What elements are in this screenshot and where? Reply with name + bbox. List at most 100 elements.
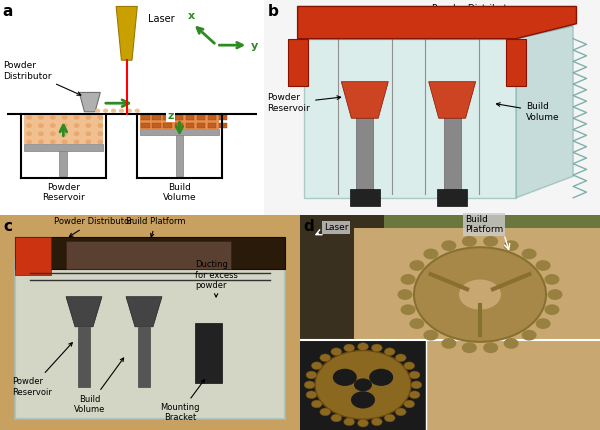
Circle shape xyxy=(442,338,457,349)
Text: a: a xyxy=(2,4,13,19)
Circle shape xyxy=(544,304,559,315)
Circle shape xyxy=(411,381,422,389)
Circle shape xyxy=(354,378,372,391)
Bar xyxy=(185,115,194,120)
Text: Ducting
for excess
powder: Ducting for excess powder xyxy=(195,260,238,297)
Circle shape xyxy=(74,132,79,136)
Circle shape xyxy=(26,123,32,128)
Bar xyxy=(152,123,161,128)
Circle shape xyxy=(306,391,317,399)
Circle shape xyxy=(401,304,416,315)
Circle shape xyxy=(111,109,116,113)
Circle shape xyxy=(548,289,563,300)
Circle shape xyxy=(462,236,477,247)
Circle shape xyxy=(331,414,341,422)
Circle shape xyxy=(369,369,393,386)
Text: x: x xyxy=(187,11,194,22)
Polygon shape xyxy=(24,114,103,144)
Text: Powder
Reservoir: Powder Reservoir xyxy=(12,343,72,397)
Circle shape xyxy=(409,260,424,271)
Polygon shape xyxy=(140,129,219,135)
Circle shape xyxy=(134,109,140,113)
Polygon shape xyxy=(66,297,102,327)
Circle shape xyxy=(536,318,551,329)
Circle shape xyxy=(398,289,413,300)
Circle shape xyxy=(536,260,551,271)
Circle shape xyxy=(62,123,68,128)
Polygon shape xyxy=(116,6,137,60)
Bar xyxy=(506,39,526,86)
Text: Laser: Laser xyxy=(148,13,175,24)
Circle shape xyxy=(395,354,406,362)
Polygon shape xyxy=(516,26,573,198)
Circle shape xyxy=(127,109,132,113)
Text: Powder Distributor: Powder Distributor xyxy=(419,4,517,13)
Circle shape xyxy=(306,371,317,379)
Circle shape xyxy=(86,123,91,128)
Circle shape xyxy=(97,123,103,128)
Circle shape xyxy=(74,123,79,128)
Bar xyxy=(59,150,67,176)
Circle shape xyxy=(409,371,420,379)
Bar xyxy=(356,116,373,194)
Circle shape xyxy=(521,249,536,259)
Circle shape xyxy=(344,344,355,352)
Circle shape xyxy=(401,274,416,285)
Bar xyxy=(208,115,216,120)
Circle shape xyxy=(311,400,322,408)
Circle shape xyxy=(86,115,91,120)
Bar xyxy=(78,327,90,387)
Circle shape xyxy=(320,354,331,362)
Circle shape xyxy=(358,419,368,427)
Polygon shape xyxy=(304,26,573,39)
Circle shape xyxy=(320,408,331,416)
Bar xyxy=(208,123,216,128)
Bar xyxy=(66,241,231,269)
Circle shape xyxy=(97,139,103,144)
Circle shape xyxy=(395,408,406,416)
Circle shape xyxy=(86,139,91,144)
Circle shape xyxy=(358,343,368,350)
Bar xyxy=(163,123,172,128)
Bar xyxy=(300,340,600,430)
Bar xyxy=(354,228,600,340)
Text: Build
Platform: Build Platform xyxy=(465,215,503,234)
Text: y: y xyxy=(251,41,258,52)
Bar xyxy=(300,215,384,340)
Circle shape xyxy=(62,132,68,136)
Text: Build
Volume: Build Volume xyxy=(496,102,560,122)
Bar xyxy=(15,237,285,269)
Polygon shape xyxy=(428,82,476,118)
Circle shape xyxy=(404,400,415,408)
Bar xyxy=(175,123,183,128)
Circle shape xyxy=(371,418,382,426)
Polygon shape xyxy=(140,114,219,129)
Text: Build
Volume: Build Volume xyxy=(163,183,196,202)
Text: z: z xyxy=(167,111,173,121)
Circle shape xyxy=(483,342,498,353)
Circle shape xyxy=(424,330,439,341)
Circle shape xyxy=(385,348,395,356)
Polygon shape xyxy=(304,39,516,198)
Bar xyxy=(163,115,172,120)
Circle shape xyxy=(483,236,498,247)
Bar xyxy=(141,115,149,120)
Circle shape xyxy=(462,342,477,353)
Circle shape xyxy=(95,109,100,113)
Bar xyxy=(185,123,194,128)
Circle shape xyxy=(544,274,559,285)
Circle shape xyxy=(409,391,420,399)
Text: Build
Volume: Build Volume xyxy=(74,358,124,414)
Polygon shape xyxy=(341,82,388,118)
Bar xyxy=(141,123,149,128)
Circle shape xyxy=(26,139,32,144)
Circle shape xyxy=(315,350,411,419)
Bar xyxy=(175,115,183,120)
Circle shape xyxy=(503,240,518,251)
Text: Build Platform: Build Platform xyxy=(126,217,186,237)
Circle shape xyxy=(38,132,44,136)
Circle shape xyxy=(459,280,501,310)
Circle shape xyxy=(50,139,56,144)
Circle shape xyxy=(503,338,518,349)
Text: c: c xyxy=(3,219,12,234)
